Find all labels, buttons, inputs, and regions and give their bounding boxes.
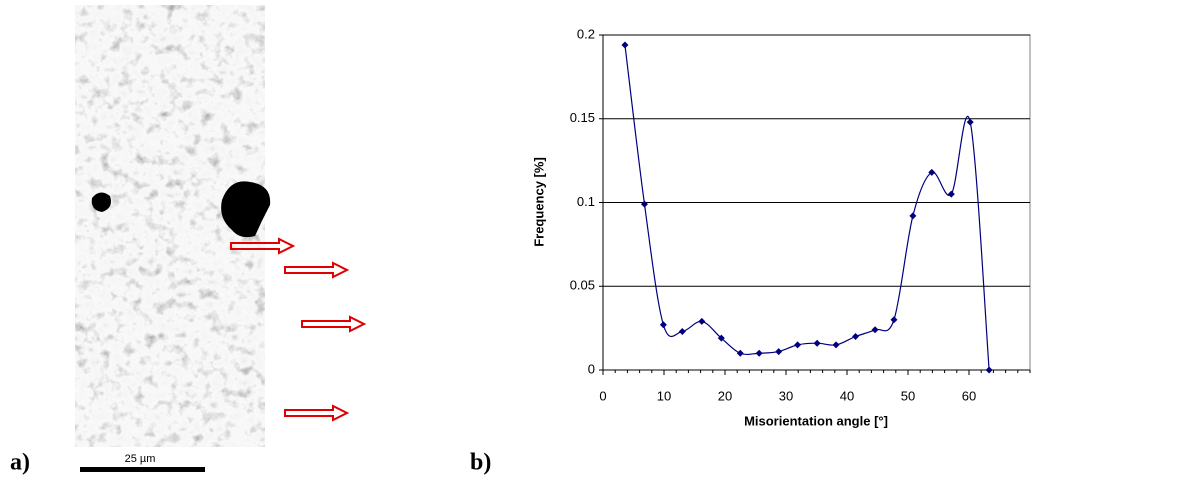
marker [813,339,821,347]
micrograph: 25 µm [75,5,367,472]
x-tick-label: 60 [962,388,976,403]
marker [871,326,879,334]
y-tick-label: 0.15 [570,110,595,125]
scale-bar [80,467,205,472]
marker [736,349,744,357]
marker [659,321,667,329]
marker [678,327,686,335]
marker [717,334,725,342]
y-tick-label: 0.1 [577,194,595,209]
marker [794,341,802,349]
x-tick-label: 50 [901,388,915,403]
marker [890,316,898,324]
x-tick-label: 10 [657,388,671,403]
marker [832,341,840,349]
y-tick-label: 0.2 [577,26,595,41]
marker [985,366,993,374]
marker [947,190,955,198]
chart: Misorientation angle [°] Frequency [%] 0… [531,26,1031,428]
y-tick-label: 0.05 [570,278,595,293]
panel-label: b) [470,450,491,476]
x-tick-label: 20 [718,388,732,403]
x-tick-label: 30 [779,388,793,403]
pore [91,192,111,212]
pore [221,181,271,238]
marker [755,349,763,357]
x-tick-label: 40 [840,388,854,403]
marker [775,348,783,356]
x-axis-title: Misorientation angle [°] [744,413,888,428]
y-tick-label: 0 [588,361,595,376]
marker [852,333,860,340]
marker [698,317,706,325]
marker [909,212,917,220]
scale-label: 25 µm [125,453,156,465]
x-tick-label: 0 [599,388,606,403]
marker [966,118,974,126]
marker [621,41,629,49]
y-axis-title: Frequency [%] [531,157,546,247]
marker [928,168,936,176]
panel-label: a) [10,450,30,476]
marker [640,200,648,208]
arrows [230,237,367,422]
